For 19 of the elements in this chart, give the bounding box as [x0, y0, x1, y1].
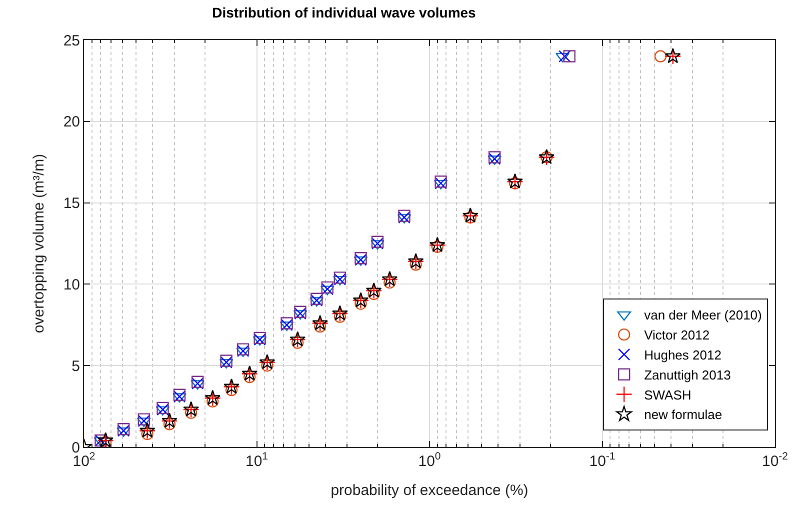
legend-label: SWASH	[644, 387, 692, 402]
x-tick-label: 10$^{1}$	[245, 450, 268, 470]
x-tick-label: 10$^{-1}$	[589, 450, 616, 470]
x-axis-title: probability of exceedance (%)	[330, 482, 528, 499]
x-tick-label: 10$^{0}$	[418, 450, 441, 470]
chart-title: Distribution of individual wave volumes	[212, 4, 476, 21]
legend-label: Zanuttigh 2013	[644, 367, 731, 382]
y-tick-label: 15	[63, 195, 80, 212]
y-tick-label: 0	[72, 439, 80, 456]
legend-label: van der Meer (2010)	[644, 308, 762, 323]
y-tick-label: 10	[63, 276, 80, 294]
x-tick-label: 10$^{-2}$	[762, 450, 788, 470]
y-tick-label: 20	[63, 114, 80, 131]
y-axis-title: overtopping volume (m³/m)	[30, 154, 48, 334]
legend-label: Hughes 2012	[644, 348, 722, 363]
legend-label: new formulae	[644, 407, 722, 422]
y-tick-label: 5	[72, 358, 80, 375]
y-tick-label: 25	[63, 32, 80, 50]
legend-label: Victor 2012	[644, 328, 710, 343]
